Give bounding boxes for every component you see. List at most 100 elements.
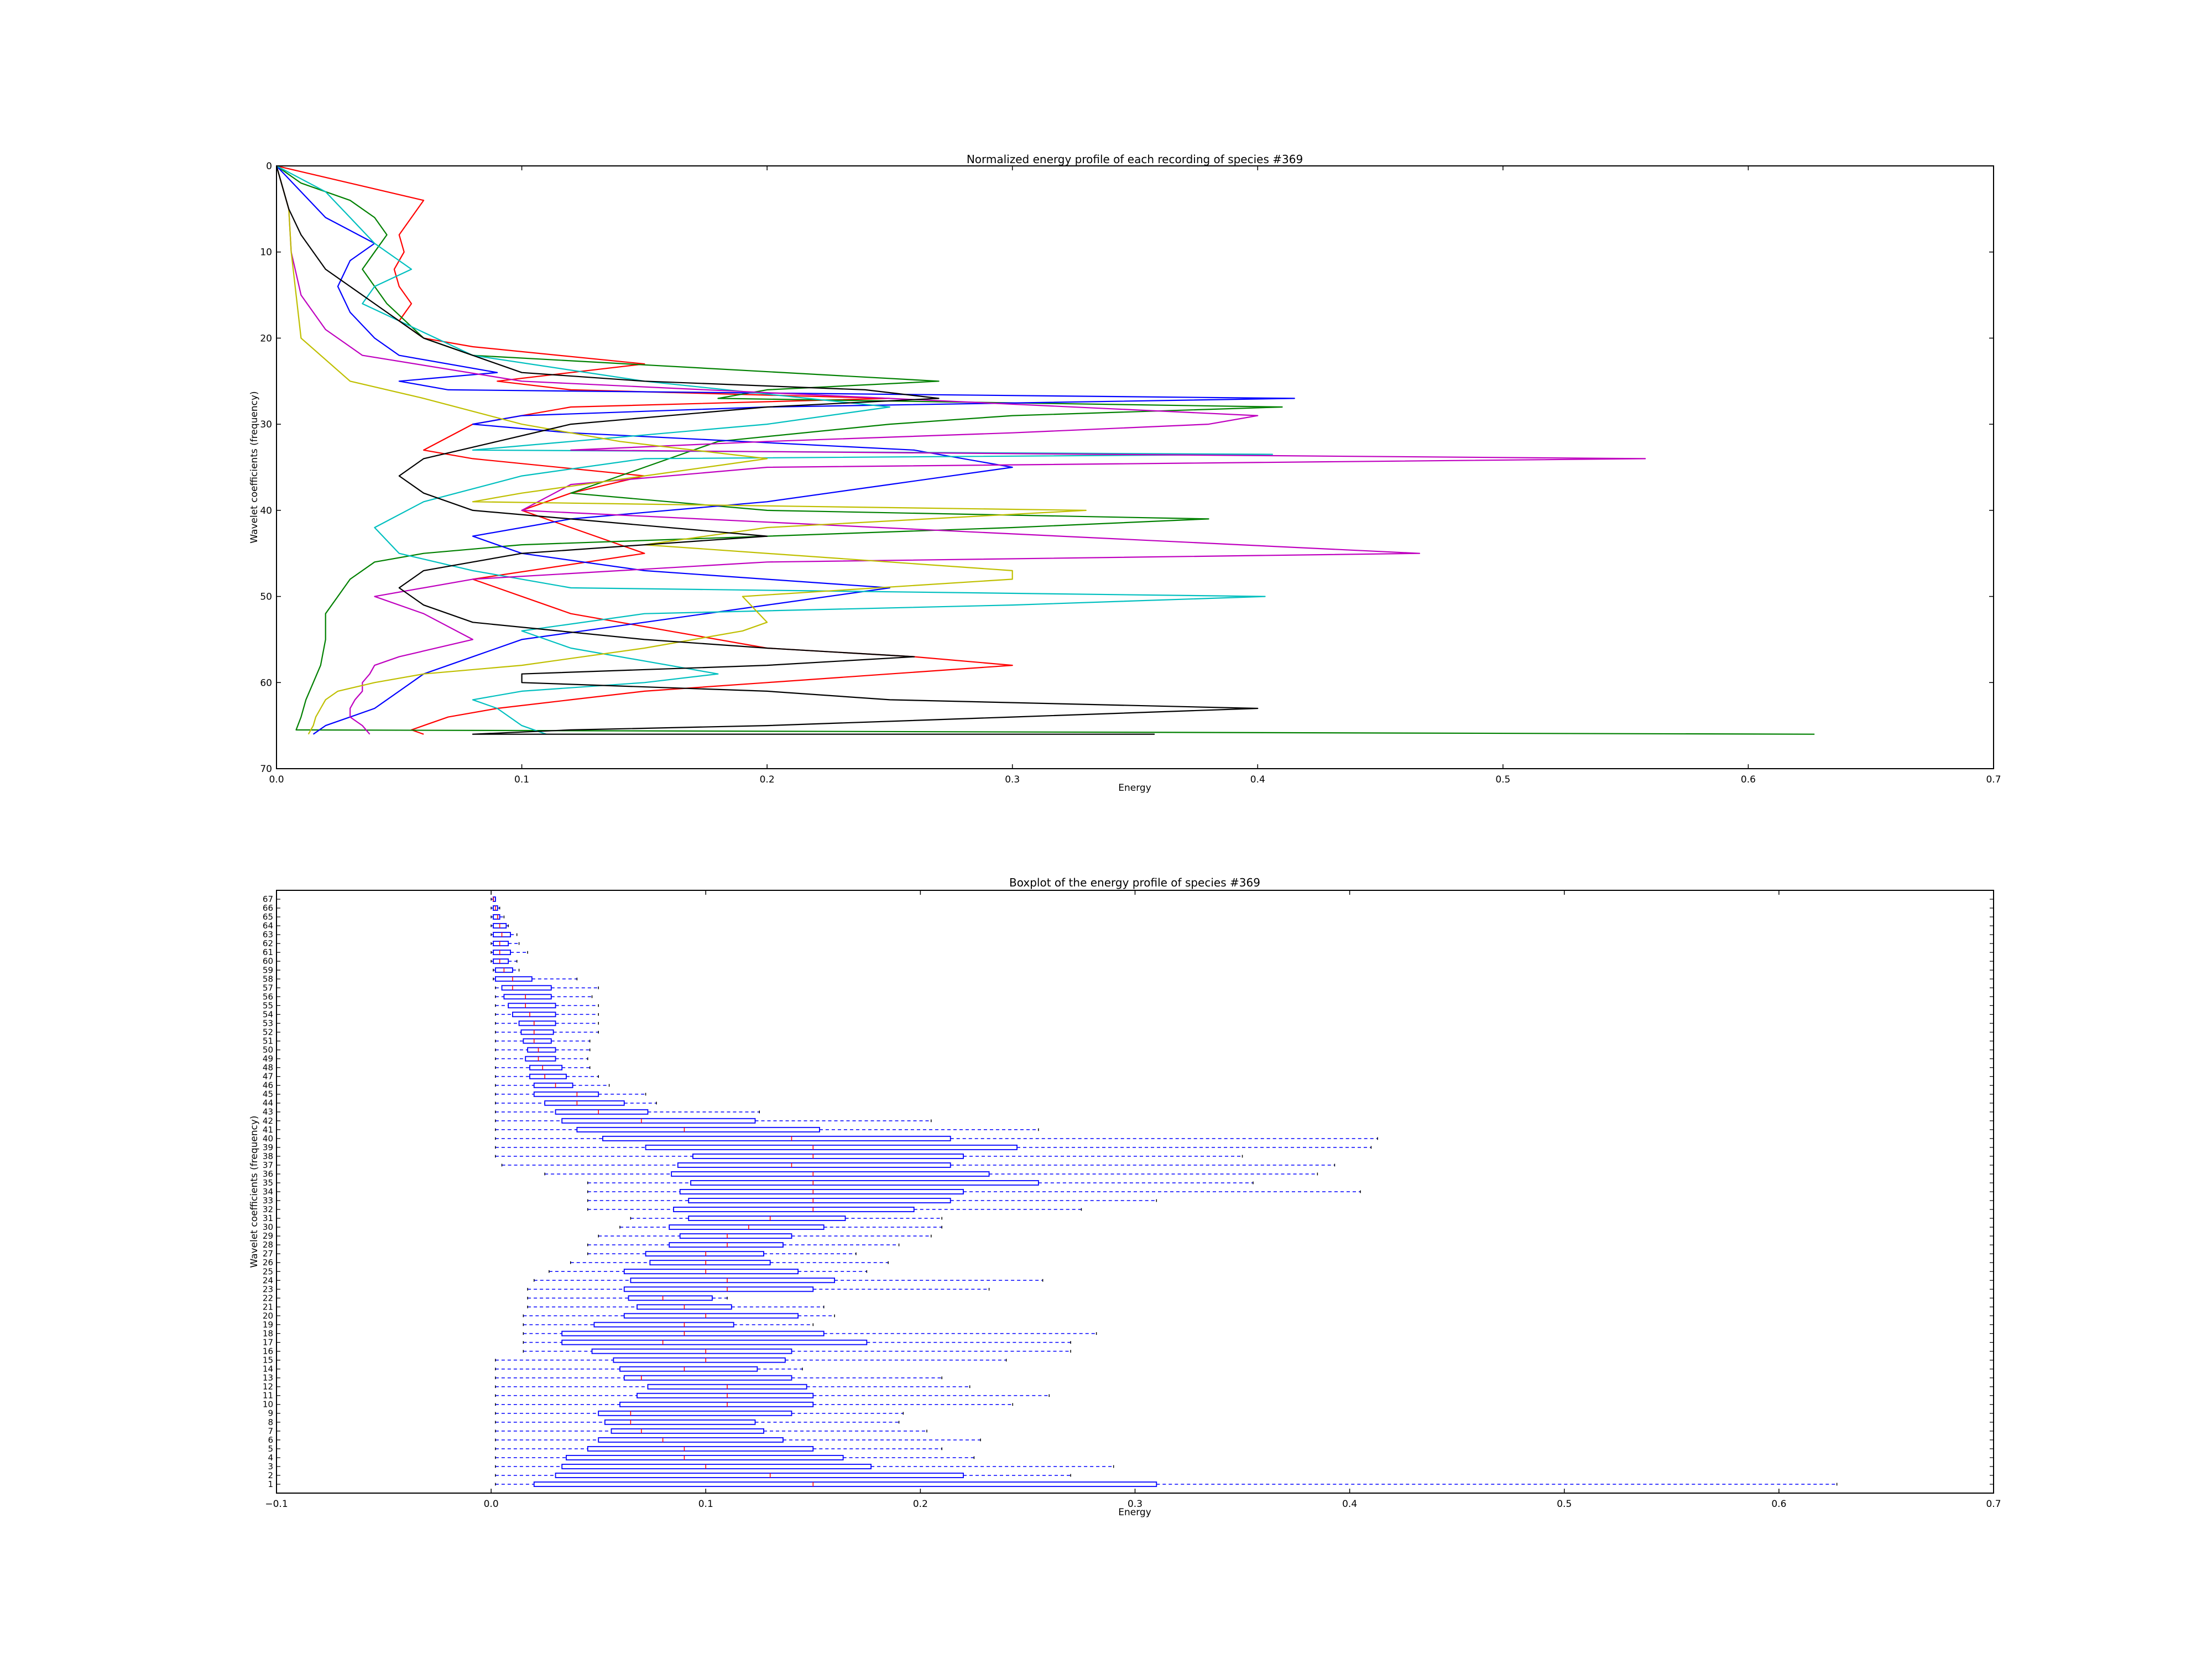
bp-y-tick-label-32: 32 bbox=[263, 1204, 273, 1214]
bp-y-tick-label-42: 42 bbox=[263, 1116, 273, 1126]
box-iqr-19 bbox=[593, 1322, 734, 1328]
x-tick-label-0.3: 0.3 bbox=[1005, 774, 1020, 785]
box-iqr-45 bbox=[533, 1091, 599, 1097]
box-iqr-32 bbox=[673, 1207, 915, 1212]
box-iqr-17 bbox=[561, 1339, 868, 1345]
box-2 bbox=[495, 1473, 1071, 1478]
box-iqr-2 bbox=[555, 1473, 964, 1478]
box-34 bbox=[587, 1189, 1361, 1194]
box-iqr-30 bbox=[669, 1224, 825, 1230]
box-6 bbox=[495, 1437, 981, 1443]
bp-y-tick-label-40: 40 bbox=[263, 1134, 273, 1144]
box-iqr-65 bbox=[493, 914, 500, 920]
line-chart-y-label: Wavelet coefficients (frequency) bbox=[249, 391, 260, 543]
box-iqr-38 bbox=[692, 1153, 964, 1159]
box-15 bbox=[495, 1357, 1007, 1363]
box-3 bbox=[495, 1464, 1114, 1469]
box-iqr-26 bbox=[649, 1260, 771, 1266]
box-5 bbox=[495, 1446, 942, 1452]
bp-y-tick-label-56: 56 bbox=[263, 992, 273, 1001]
bp-y-tick-label-3: 3 bbox=[268, 1462, 273, 1472]
box-iqr-28 bbox=[669, 1242, 784, 1248]
box-22 bbox=[527, 1295, 728, 1301]
y-tick-label-0: 0 bbox=[266, 161, 272, 172]
box-iqr-56 bbox=[503, 994, 552, 1000]
box-10 bbox=[495, 1401, 1014, 1407]
bp-y-tick-label-6: 6 bbox=[268, 1435, 273, 1445]
box-24 bbox=[534, 1277, 1044, 1284]
boxplot-chart: Boxplot of the energy profile of species… bbox=[249, 876, 2001, 1518]
box-37 bbox=[501, 1162, 1335, 1168]
bp-y-tick-label-16: 16 bbox=[263, 1347, 273, 1357]
bp-y-tick-label-25: 25 bbox=[263, 1266, 273, 1276]
bp-y-tick-label-58: 58 bbox=[263, 974, 273, 984]
bp-y-tick-label-9: 9 bbox=[268, 1408, 273, 1418]
box-30 bbox=[619, 1224, 942, 1230]
x-tick-label-0.7: 0.7 bbox=[1986, 774, 2001, 785]
box-45 bbox=[495, 1091, 646, 1097]
box-33 bbox=[587, 1198, 1157, 1203]
box-iqr-52 bbox=[520, 1029, 554, 1035]
bp-y-tick-label-43: 43 bbox=[263, 1107, 273, 1117]
box-29 bbox=[598, 1233, 932, 1239]
bp-y-tick-label-61: 61 bbox=[263, 947, 273, 957]
box-iqr-60 bbox=[493, 958, 509, 964]
bp-y-tick-label-8: 8 bbox=[268, 1417, 273, 1427]
box-38 bbox=[495, 1153, 1243, 1159]
bp-y-tick-label-17: 17 bbox=[263, 1338, 273, 1348]
box-iqr-50 bbox=[527, 1047, 556, 1053]
box-iqr-10 bbox=[619, 1401, 814, 1407]
box-39 bbox=[495, 1144, 1372, 1150]
box-26 bbox=[570, 1260, 889, 1266]
bp-y-tick-label-44: 44 bbox=[263, 1098, 273, 1108]
bp-y-tick-label-4: 4 bbox=[268, 1453, 273, 1463]
bp-y-tick-label-19: 19 bbox=[263, 1319, 273, 1329]
box-50 bbox=[495, 1047, 591, 1053]
box-iqr-23 bbox=[623, 1286, 814, 1292]
bp-y-tick-label-48: 48 bbox=[263, 1063, 273, 1073]
box-64 bbox=[491, 923, 509, 929]
box-iqr-46 bbox=[533, 1082, 573, 1088]
box-iqr-20 bbox=[623, 1313, 799, 1319]
bp-y-tick-label-54: 54 bbox=[263, 1009, 273, 1019]
line-chart-x-label: Energy bbox=[1118, 782, 1151, 794]
bp-y-tick-label-5: 5 bbox=[268, 1444, 273, 1454]
y-tick-label-10: 10 bbox=[260, 247, 272, 258]
box-27 bbox=[587, 1251, 857, 1257]
bp-y-tick-label-50: 50 bbox=[263, 1045, 273, 1055]
line-series-2 bbox=[276, 165, 1815, 735]
x-tick-label-0.6: 0.6 bbox=[1741, 774, 1756, 785]
box-iqr-58 bbox=[494, 976, 533, 982]
line-chart-x-axis: 0.0 0.1 0.2 0.3 0.4 0.5 0.6 0.7 bbox=[269, 166, 2001, 785]
box-47 bbox=[495, 1073, 599, 1079]
bp-y-tick-label-14: 14 bbox=[263, 1364, 273, 1374]
box-28 bbox=[587, 1242, 900, 1248]
line-chart-title: Normalized energy profile of each record… bbox=[967, 153, 1303, 166]
bp-y-tick-label-47: 47 bbox=[263, 1072, 273, 1082]
line-series-5 bbox=[275, 165, 1646, 735]
box-iqr-31 bbox=[688, 1215, 846, 1221]
bp-y-tick-label-46: 46 bbox=[263, 1081, 273, 1091]
box-iqr-55 bbox=[508, 1003, 556, 1009]
box-14 bbox=[495, 1366, 803, 1372]
box-iqr-37 bbox=[677, 1162, 951, 1168]
bp-y-tick-label-28: 28 bbox=[263, 1240, 273, 1250]
box-iqr-3 bbox=[561, 1464, 872, 1469]
box-21 bbox=[527, 1304, 825, 1310]
bp-y-tick-label-34: 34 bbox=[263, 1187, 273, 1197]
box-49 bbox=[495, 1056, 588, 1062]
bp-y-tick-label-65: 65 bbox=[263, 912, 273, 922]
bp-y-tick-label-15: 15 bbox=[263, 1355, 273, 1365]
box-31 bbox=[630, 1215, 942, 1221]
bp-y-tick-label-67: 67 bbox=[263, 894, 273, 904]
box-iqr-13 bbox=[623, 1375, 792, 1381]
box-iqr-24 bbox=[630, 1277, 836, 1284]
box-60 bbox=[491, 958, 518, 964]
box-55 bbox=[495, 1003, 599, 1009]
box-iqr-27 bbox=[645, 1251, 764, 1257]
box-iqr-4 bbox=[566, 1454, 844, 1460]
box-iqr-49 bbox=[525, 1056, 556, 1062]
box-iqr-7 bbox=[611, 1428, 764, 1434]
bp-y-tick-label-23: 23 bbox=[263, 1284, 273, 1294]
